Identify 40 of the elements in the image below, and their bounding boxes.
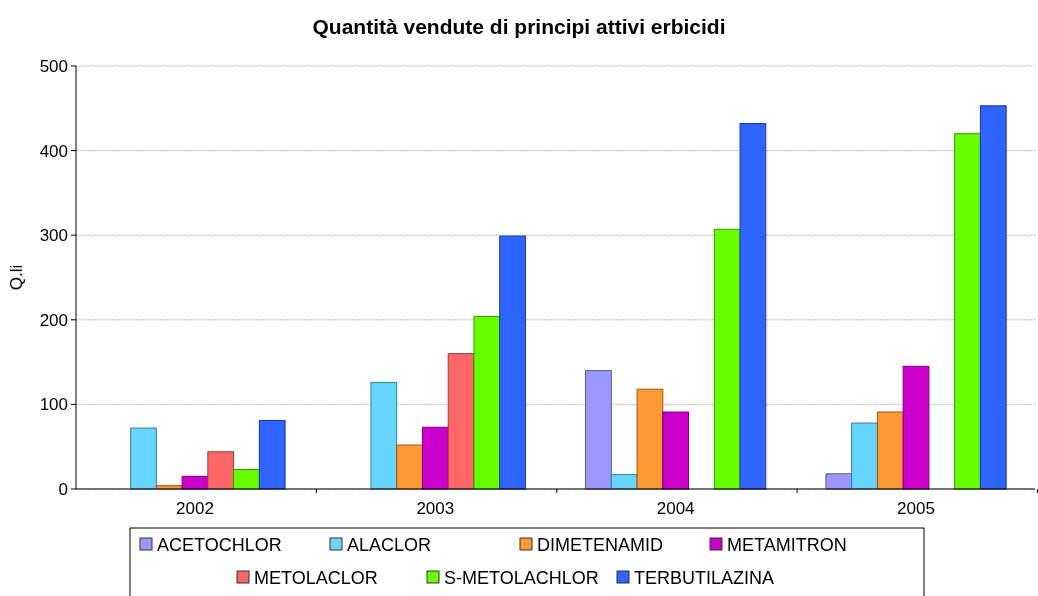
bar (207, 451, 235, 490)
y-tick-label: 100 (39, 395, 68, 415)
x-tick-label: 2005 (897, 499, 935, 518)
legend-label: S-METOLACHLOR (444, 568, 599, 589)
bar (585, 370, 612, 490)
y-tick-label: 0 (58, 479, 68, 499)
bar (662, 411, 690, 490)
bar (979, 105, 1007, 490)
bar (902, 365, 930, 490)
bar (713, 228, 741, 490)
bar (825, 473, 853, 490)
bar (396, 444, 423, 490)
bar (954, 133, 981, 490)
legend-label: TERBUTILAZINA (634, 568, 775, 589)
legend-label: ACETOCHLOR (157, 535, 282, 556)
legend-label: METOLACLOR (254, 568, 378, 589)
y-tick-label: 300 (39, 226, 68, 246)
x-tick-label: 2002 (176, 499, 214, 518)
bar (233, 469, 260, 490)
x-tick-label: 2004 (656, 499, 695, 518)
bar (473, 315, 501, 490)
bar (130, 427, 157, 490)
bar (499, 235, 526, 490)
y-tick-label: 200 (39, 310, 68, 330)
chart-title: Quantità vendute di principi attivi erbicidi (312, 15, 726, 38)
bar (876, 411, 904, 490)
bar (258, 419, 286, 490)
legend-label: ALACLOR (347, 535, 432, 556)
y-tick-label: 500 (39, 56, 68, 76)
bar (851, 422, 878, 490)
y-axis-title: Q.li (7, 264, 26, 291)
bar (739, 123, 767, 490)
y-tick-label: 400 (39, 141, 68, 161)
bar (636, 388, 664, 490)
x-tick-label: 2003 (416, 499, 455, 518)
bar (370, 381, 398, 490)
legend-label: METAMITRON (727, 535, 847, 556)
bar (447, 353, 475, 490)
legend-label: DIMETENAMID (537, 535, 663, 556)
bar (421, 426, 449, 490)
